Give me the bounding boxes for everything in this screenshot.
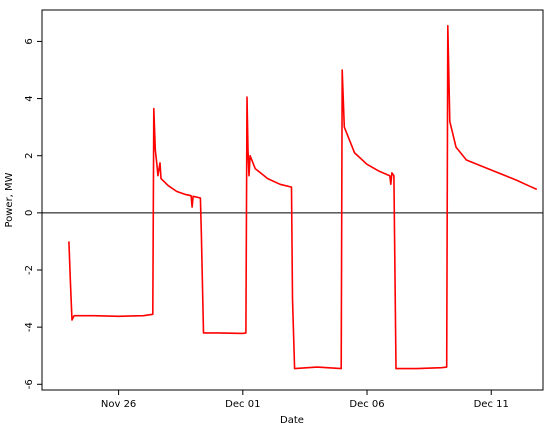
y-tick-label: 2: [24, 153, 35, 159]
power-series-line: [68, 24, 538, 370]
y-tick-label: 6: [24, 38, 35, 44]
x-axis: Nov 26 Dec 01 Dec 06 Dec 11: [101, 390, 509, 410]
y-tick-label: -4: [24, 322, 35, 332]
x-tick-label: Nov 26: [101, 399, 136, 410]
x-axis-title: Date: [280, 415, 304, 426]
y-axis-title: Power, MW: [4, 172, 15, 227]
y-tick-label: -6: [24, 379, 35, 389]
x-tick-label: Dec 06: [349, 399, 384, 410]
x-tick-label: Dec 11: [474, 399, 509, 410]
y-tick-label: 0: [24, 210, 35, 216]
x-tick-label: Dec 01: [225, 399, 260, 410]
y-axis: -6 -4 -2 0 2 4 6: [24, 38, 42, 389]
y-tick-label: 4: [24, 95, 35, 101]
plot-frame: [41, 9, 544, 391]
y-tick-label: -2: [24, 265, 35, 275]
